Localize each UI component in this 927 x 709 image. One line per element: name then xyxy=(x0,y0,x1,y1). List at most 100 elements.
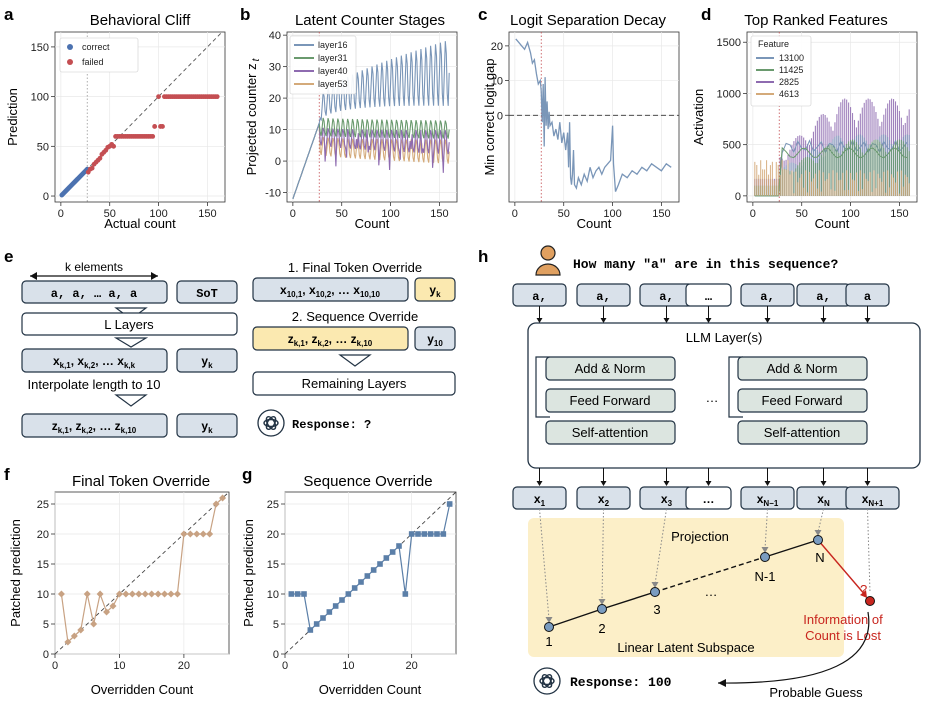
panel-f: f Final Token Override 0 10 20 0 5 10 15 20 25 O… xyxy=(4,465,230,697)
data-point-square xyxy=(351,585,358,591)
latent-point-label: N-1 xyxy=(755,569,776,584)
panel-b-legend-box xyxy=(289,35,357,95)
tick-label-x: 150 xyxy=(652,208,670,220)
l-layers-label: L Layers xyxy=(104,317,154,332)
prediction-line xyxy=(60,497,224,644)
panel-d-xlabel: Count xyxy=(815,216,850,231)
z-sequence-box xyxy=(21,413,168,438)
legend-label-layer40: layer40 xyxy=(318,66,348,76)
panel-a-ylabel: Prediction xyxy=(5,88,20,146)
tick-label-x: 0 xyxy=(58,208,64,220)
probable-guess-arrowhead xyxy=(718,679,726,687)
point-failed xyxy=(152,124,158,129)
panel-g-ticks: 0 10 20 0 5 10 15 20 25 xyxy=(267,499,418,672)
panel-b-ticks: 0 50 100 150 -10 0 10 20 30 40 xyxy=(265,30,448,220)
tick-label-y: 150 xyxy=(31,42,49,54)
yk-label-2: yk xyxy=(201,419,213,435)
sequence-token-box xyxy=(21,280,168,304)
data-point-diamond xyxy=(128,590,136,598)
tick-label-y: 15 xyxy=(37,559,49,571)
data-point-square xyxy=(389,549,396,555)
panel-letter-g: g xyxy=(242,465,252,484)
logit-gap-line xyxy=(515,38,672,192)
override2-title: 2. Sequence Override xyxy=(292,309,418,324)
z-override-box xyxy=(252,326,409,351)
sequence-tokens: a, a, … a, a xyxy=(51,287,137,301)
output-arrowhead xyxy=(764,481,771,486)
legend-label-2825: 2825 xyxy=(779,77,799,87)
add-norm-left xyxy=(545,356,676,381)
data-point-square xyxy=(415,531,421,537)
data-point-square xyxy=(332,603,339,609)
legend-marker-correct xyxy=(67,44,73,50)
data-point-square xyxy=(307,627,314,633)
data-point-square xyxy=(434,531,440,537)
lost-trajectory-arrowhead xyxy=(860,590,867,598)
tick-label-x: 0 xyxy=(512,208,518,220)
token-label: a xyxy=(864,290,871,304)
legend-label-correct: correct xyxy=(82,42,110,52)
token-label: a, xyxy=(659,290,673,304)
panel-d-legend: Feature 13100 11425 2825 4613 xyxy=(750,35,812,107)
panel-g-xlabel: Overridden Count xyxy=(319,682,422,697)
output-arrowhead xyxy=(820,481,827,486)
data-point-diamond xyxy=(57,590,65,598)
output-label: xN+1 xyxy=(862,492,884,508)
token-arrowhead xyxy=(820,318,827,323)
panel-letter-d: d xyxy=(701,5,711,24)
residual-connector-left xyxy=(535,356,550,418)
e-funnel-3 xyxy=(114,394,148,407)
data-point-diamond xyxy=(109,602,117,610)
token-label: a, xyxy=(596,290,610,304)
output-label: x2 xyxy=(598,492,610,508)
feed-forward-right-label: Feed Forward xyxy=(762,393,843,408)
panel-a-title: Behavioral Cliff xyxy=(90,12,191,29)
tick-label-y: 10 xyxy=(267,589,279,601)
probable-guess-arrow xyxy=(717,611,870,684)
data-point-diamond xyxy=(180,530,188,538)
tick-label-y: 5 xyxy=(43,619,49,631)
tick-label-y: 15 xyxy=(267,559,279,571)
data-point-square xyxy=(301,591,307,597)
tick-label-x: 50 xyxy=(104,208,116,220)
projection-arrowhead xyxy=(814,530,822,536)
data-point-square xyxy=(364,573,371,579)
panel-letter-f: f xyxy=(4,465,10,484)
tick-label-x: 100 xyxy=(603,208,621,220)
tick-label-y: 20 xyxy=(269,93,281,105)
projection-arrowhead xyxy=(545,617,553,623)
token-label: a, xyxy=(760,290,774,304)
x-sequence-label: xk,1, xk,2, … xk,k xyxy=(53,354,136,370)
data-point-square xyxy=(370,567,377,573)
tick-label-y: 10 xyxy=(37,589,49,601)
projection-dotted-line-lost xyxy=(867,508,871,594)
data-point-diamond xyxy=(161,590,169,598)
tick-label-x: 100 xyxy=(149,208,167,220)
panel-c: c Logit Separation Decay 0 50 100 15001020 … xyxy=(478,5,680,231)
latent-point xyxy=(813,535,823,545)
tick-label-y: 1500 xyxy=(717,37,741,49)
data-point-square xyxy=(294,591,301,597)
tick-label-x: 10 xyxy=(342,660,354,672)
openai-logo-icon-h xyxy=(533,667,561,695)
yk-box-2 xyxy=(176,413,238,438)
legend-label-13100: 13100 xyxy=(779,53,804,63)
z-sequence-label: zk,1, zk,2, … zk,10 xyxy=(52,419,137,435)
legend-marker-failed xyxy=(67,59,73,65)
panel-f-marks xyxy=(54,491,230,655)
add-norm-left-label: Add & Norm xyxy=(575,361,646,376)
token-label: a, xyxy=(532,290,546,304)
tick-label-x: 50 xyxy=(796,208,808,220)
output-box xyxy=(685,486,732,510)
point-failed xyxy=(111,143,117,149)
projection-arrowhead xyxy=(651,582,659,588)
self-attention-right-label: Self-attention xyxy=(764,425,841,440)
data-point-square xyxy=(427,531,434,537)
panel-e: e k elements a, a, … a, a SoT L Layers x… xyxy=(4,247,456,438)
projection-arrowhead xyxy=(761,547,769,553)
data-point-square xyxy=(326,609,333,615)
legend-label-4613: 4613 xyxy=(779,89,799,99)
yk-box-1 xyxy=(176,348,238,373)
data-point-diamond xyxy=(173,590,181,598)
self-attention-left-label: Self-attention xyxy=(572,425,649,440)
